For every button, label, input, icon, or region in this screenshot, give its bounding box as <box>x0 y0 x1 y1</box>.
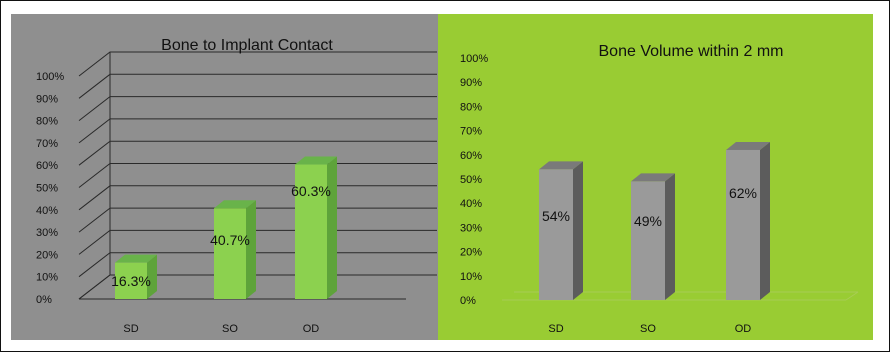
bv-bar <box>539 161 583 300</box>
bic-data-label: 40.7% <box>210 232 250 248</box>
bic-y-tick-label: 60% <box>36 160 58 172</box>
bv-y-tick-label: 70% <box>460 126 482 138</box>
bic-bar-side <box>327 156 337 299</box>
bic-bar <box>295 156 337 299</box>
bic-plot: 0% 10% 20% 30% 40% 50% 60% 70% 80% 90% 100% 16.3% SD… <box>36 51 437 335</box>
bic-y-tick-label: 50% <box>36 183 58 195</box>
bv-x-tick-label: SO <box>640 323 656 335</box>
bv-bar-top <box>539 161 583 170</box>
bic-bar <box>214 200 256 299</box>
bic-gridline <box>78 140 437 166</box>
bv-y-tick-label: 90% <box>460 77 482 89</box>
bic-x-tick-label: OD <box>303 323 320 335</box>
bv-y-tick-label: 10% <box>460 271 482 283</box>
bv-data-label: 54% <box>542 208 570 224</box>
bic-bar <box>115 254 157 299</box>
bic-chart-title: Bone to Implant Contact <box>161 37 333 54</box>
bic-y-tick-label: 0% <box>36 294 52 306</box>
bv-y-tick-label: 40% <box>460 198 482 210</box>
bic-gridline <box>78 185 437 211</box>
bic-x-tick-label: SO <box>222 323 238 335</box>
bic-y-tick-label: 10% <box>36 272 58 284</box>
bv-bar-top <box>726 141 770 150</box>
bone-to-implant-contact-chart: 0% 10% 20% 30% 40% 50% 60% 70% 80% 90% 100% 16.3% SD… <box>36 37 437 335</box>
bic-gridline <box>78 207 437 233</box>
bone-volume-panel: 0% 10% 20% 30% 40% 50% 60% 70% 80% 90% 100% 54% SD 49… <box>438 14 873 340</box>
bic-data-label: 16.3% <box>111 273 151 289</box>
bv-data-label: 49% <box>634 213 662 229</box>
bic-bar-top <box>115 254 157 263</box>
bv-plot: 0% 10% 20% 30% 40% 50% 60% 70% 80% 90% 100% 54% SD 49… <box>460 53 859 335</box>
bv-bar-side <box>573 161 583 300</box>
bv-bar <box>631 173 675 300</box>
bv-y-tick-label: 0% <box>460 295 476 307</box>
bv-y-tick-label: 20% <box>460 247 482 259</box>
bic-bar-front <box>295 164 327 299</box>
bv-bar-front <box>631 181 665 300</box>
bic-bar-front <box>214 208 246 299</box>
bic-y-tick-label: 100% <box>36 71 64 83</box>
bic-gridline <box>78 51 437 77</box>
bic-y-tick-label: 40% <box>36 205 58 217</box>
bv-floor-right-edge <box>845 291 859 301</box>
charts-container: 0% 10% 20% 30% 40% 50% 60% 70% 80% 90% 100% 16.3% SD… <box>11 14 873 340</box>
bv-bar-side <box>760 141 770 300</box>
bv-bar <box>726 141 770 300</box>
bic-x-tick-label: SD <box>123 323 138 335</box>
bv-chart-title: Bone Volume within 2 mm <box>599 43 784 60</box>
bv-y-tick-label: 60% <box>460 150 482 162</box>
bic-gridline <box>78 163 437 188</box>
bone-to-implant-contact-panel: 0% 10% 20% 30% 40% 50% 60% 70% 80% 90% 100% 16.3% SD… <box>11 14 438 340</box>
bic-y-tick-label: 80% <box>36 116 58 128</box>
bv-y-tick-label: 80% <box>460 101 482 113</box>
bv-y-tick-label: 50% <box>460 174 482 186</box>
bic-y-tick-label: 90% <box>36 93 58 105</box>
bv-bar-top <box>631 173 675 182</box>
bic-data-label: 60.3% <box>291 183 331 199</box>
bv-bar-front <box>539 169 573 300</box>
bic-bar-side <box>147 254 157 299</box>
bv-x-tick-label: OD <box>735 323 752 335</box>
bic-y-tick-label: 70% <box>36 138 58 150</box>
bic-bar-top <box>214 200 256 209</box>
bv-bar-side <box>665 173 675 300</box>
bv-data-label: 62% <box>729 185 757 201</box>
bic-gridline <box>78 118 437 144</box>
bic-bar-top <box>295 156 337 165</box>
bv-x-tick-label: SD <box>548 323 563 335</box>
bone-volume-chart: 0% 10% 20% 30% 40% 50% 60% 70% 80% 90% 100% 54% SD 49… <box>460 43 859 335</box>
bv-y-tick-label: 100% <box>460 53 488 65</box>
bic-gridline <box>78 229 437 255</box>
bv-y-tick-label: 30% <box>460 222 482 234</box>
bv-bar-front <box>726 149 760 300</box>
bic-gridline <box>78 96 437 121</box>
bic-bar-front <box>115 262 147 299</box>
bic-y-tick-label: 20% <box>36 249 58 261</box>
bic-gridline <box>78 73 437 99</box>
bic-bar-side <box>246 200 256 299</box>
bic-y-tick-label: 30% <box>36 227 58 239</box>
